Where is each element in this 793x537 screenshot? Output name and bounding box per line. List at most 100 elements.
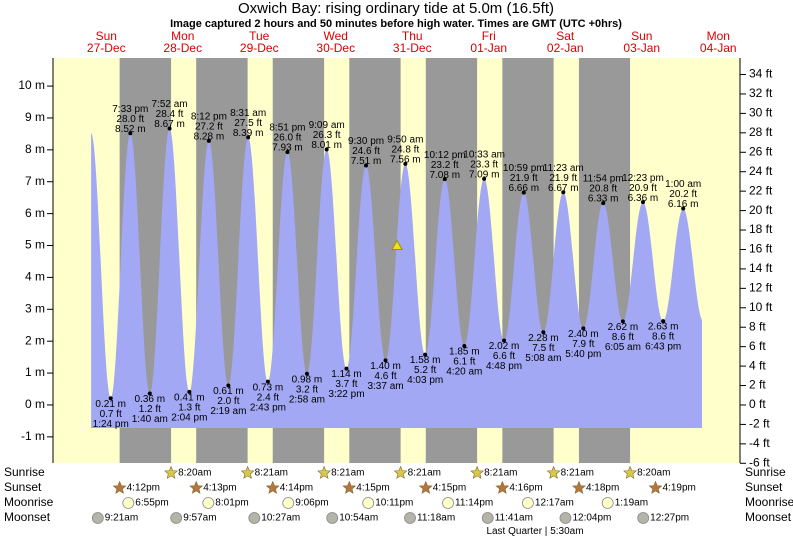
- tide-extreme: [620, 319, 625, 324]
- y2-tick-label: 12 ft: [749, 281, 773, 295]
- y2-tick-label: 18 ft: [749, 222, 773, 236]
- sunset-icon: [495, 480, 510, 494]
- day-date: 03-Jan: [623, 41, 660, 55]
- moonset-time: 11:41am: [495, 513, 533, 524]
- extreme-ft: 23.2 ft: [431, 160, 459, 171]
- extreme-time: 11:54 pm: [583, 174, 624, 185]
- extreme-time: 2:43 pm: [250, 402, 286, 413]
- tide-extreme: [167, 126, 172, 131]
- tide-extreme: [661, 319, 666, 324]
- sunset-icon: [189, 480, 204, 494]
- moonrise-icon: [601, 497, 614, 509]
- sunrise-time: 8:20am: [637, 468, 670, 479]
- extreme-m: 7.09 m: [469, 170, 500, 181]
- sunrise-time: 8:21am: [255, 468, 288, 479]
- y2-tick-label: -6 ft: [749, 455, 770, 469]
- moon-phase: Last Quarter | 5:30am: [486, 526, 583, 537]
- sunset-time: 4:15pm: [433, 483, 466, 494]
- day-date: 29-Dec: [240, 41, 279, 55]
- extreme-m: 1.85 m: [449, 347, 480, 358]
- tide-extreme: [561, 190, 566, 195]
- extreme-m: 8.39 m: [233, 128, 264, 139]
- day-date: 27-Dec: [87, 41, 126, 55]
- extreme-m: 0.98 m: [292, 374, 323, 385]
- extreme-time: 1:40 am: [132, 414, 168, 425]
- extreme-time: 10:59 pm: [503, 163, 545, 174]
- tide-extreme: [681, 206, 686, 211]
- y2-tick-label: 22 ft: [749, 183, 773, 197]
- tide-extreme: [265, 379, 270, 384]
- sunset-icon: [112, 480, 127, 494]
- moonset-time: 12:27pm: [650, 513, 689, 524]
- extreme-m: 8.67 m: [154, 119, 185, 130]
- extreme-time: 1:00 am: [665, 179, 701, 190]
- y2-tick-label: 0 ft: [749, 397, 766, 411]
- extreme-ft: 27.5 ft: [234, 118, 262, 129]
- sunset-icon: [572, 480, 586, 494]
- y2-tick-label: 6 ft: [749, 339, 766, 353]
- moonrise-time: 8:01pm: [215, 498, 248, 509]
- moonset-time: 10:27am: [261, 513, 300, 524]
- day-date: 02-Jan: [547, 41, 584, 55]
- extreme-time: 2:58 am: [289, 394, 325, 405]
- extreme-ft: 28.0 ft: [116, 114, 144, 125]
- extreme-m: 8.28 m: [194, 132, 225, 143]
- sunset-time: 4:16pm: [509, 483, 542, 494]
- row-label: Sunrise: [4, 465, 45, 479]
- extreme-m: 6.36 m: [628, 193, 659, 204]
- moonrise-time: 12:17am: [535, 498, 574, 509]
- extreme-time: 3:37 am: [367, 381, 403, 392]
- tide-extreme: [640, 200, 645, 205]
- tide-extreme: [304, 371, 309, 376]
- extreme-m: 2.28 m: [528, 333, 559, 344]
- extreme-ft: 4.6 ft: [374, 371, 396, 382]
- moonset-icon: [248, 512, 261, 524]
- y2-tick-label: 16 ft: [749, 242, 773, 256]
- extreme-m: 8.01 m: [311, 140, 342, 151]
- extreme-time: 8:51 pm: [269, 123, 305, 134]
- extreme-time: 7:52 am: [152, 99, 188, 110]
- extreme-m: 2.02 m: [489, 341, 520, 352]
- extreme-time: 7:33 pm: [112, 104, 148, 115]
- tide-extreme: [285, 150, 290, 155]
- extreme-m: 6.16 m: [668, 199, 699, 210]
- extreme-time: 8:12 pm: [191, 112, 227, 123]
- moonrise-time: 6:55pm: [135, 498, 168, 509]
- sunset-time: 4:13pm: [203, 483, 236, 494]
- extreme-ft: 24.6 ft: [352, 146, 380, 157]
- sunset-icon: [342, 480, 357, 494]
- extreme-time: 9:09 am: [309, 120, 345, 131]
- extreme-m: 1.14 m: [331, 369, 362, 380]
- tide-extreme: [482, 176, 487, 181]
- extreme-m: 7.93 m: [272, 143, 303, 154]
- y2-tick-label: 30 ft: [749, 106, 773, 120]
- day-weekday: Sun: [96, 29, 117, 43]
- y2-tick-label: 2 ft: [749, 378, 766, 392]
- moonrise-icon: [122, 497, 135, 509]
- extreme-ft: 21.9 ft: [549, 173, 577, 184]
- extreme-time: 9:50 am: [387, 135, 423, 146]
- extreme-time: 12:23 pm: [622, 173, 664, 184]
- sunrise-time: 8:20am: [178, 468, 211, 479]
- extreme-m: 0.41 m: [174, 393, 205, 404]
- extreme-time: 2:19 am: [210, 406, 246, 417]
- extreme-m: 8.52 m: [115, 124, 146, 135]
- y-tick-label: 0 m: [25, 397, 45, 411]
- moonrise-time: 11:14pm: [455, 498, 493, 509]
- sunrise-icon: [470, 465, 485, 479]
- y-tick-label: 1 m: [25, 365, 45, 379]
- moonset-time: 9:57am: [183, 513, 216, 524]
- extreme-ft: 1.2 ft: [139, 404, 161, 415]
- day-weekday: Wed: [324, 29, 348, 43]
- tide-extreme: [442, 177, 447, 182]
- y2-tick-label: 24 ft: [749, 164, 773, 178]
- day-date: 30-Dec: [316, 41, 355, 55]
- moonset-icon: [637, 512, 650, 524]
- moonset-time: 11:18am: [417, 513, 455, 524]
- row-label: Moonset: [745, 510, 792, 524]
- moonrise-icon: [522, 497, 534, 509]
- y2-tick-label: -4 ft: [749, 436, 770, 450]
- tide-extreme: [423, 352, 428, 357]
- day-date: 04-Jan: [700, 41, 737, 55]
